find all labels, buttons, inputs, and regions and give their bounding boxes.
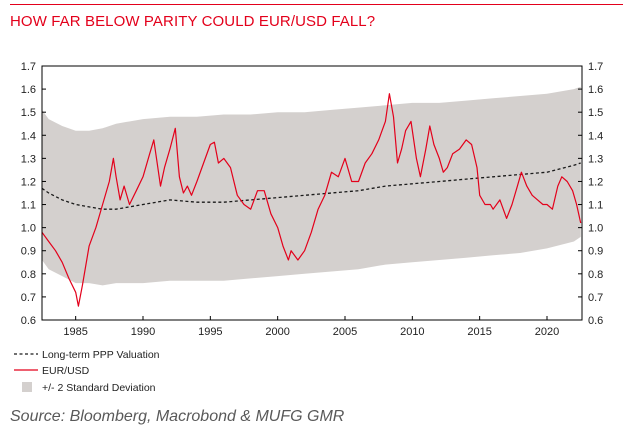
x-tick-label: 2010 [400, 326, 424, 338]
x-tick-label: 1995 [198, 326, 222, 338]
y-tick-label-right: 0.7 [588, 292, 603, 304]
y-tick-label-right: 1.7 [588, 61, 603, 73]
y-tick-label-left: 1.7 [21, 61, 36, 73]
axes: 0.6 0.6 0.7 0.7 0.8 0.8 0.9 0.9 1.0 1.0 1.1 1.1 1.2 1… [21, 61, 604, 338]
legend: Long-term PPP Valuation EUR/USD +/- 2 Stan… [14, 349, 160, 394]
y-tick-label-right: 1.2 [588, 176, 603, 188]
x-tick-label: 2015 [467, 326, 491, 338]
y-tick-label-right: 1.4 [588, 130, 603, 142]
plot-frame [41, 65, 583, 321]
x-tick-label: 1990 [131, 326, 155, 338]
ppp-line [41, 162, 581, 210]
x-tick-label: 2000 [265, 326, 289, 338]
y-tick-label-left: 1.1 [21, 200, 36, 212]
title-rule [10, 4, 623, 5]
std-dev-band [42, 86, 581, 286]
y-tick-label-right: 0.6 [588, 315, 603, 327]
legend-label: EUR/USD [42, 365, 90, 377]
y-tick-label-left: 1.0 [21, 223, 36, 235]
legend-label: +/- 2 Standard Deviation [42, 382, 156, 394]
eurusd-line [41, 93, 582, 307]
chart-title: HOW FAR BELOW PARITY COULD EUR/USD FALL? [10, 13, 376, 30]
y-tick-label-right: 1.5 [588, 107, 603, 119]
source-note: Source: Bloomberg, Macrobond & MUFG GMR [10, 408, 345, 425]
x-tick-label: 1985 [63, 326, 87, 338]
y-tick-label-right: 1.0 [588, 223, 603, 235]
y-tick-label-left: 1.2 [21, 176, 36, 188]
y-tick-label-left: 0.8 [21, 269, 36, 281]
y-tick-label-right: 1.1 [588, 200, 603, 212]
ppp-line-layer [41, 162, 581, 210]
eurusd-line-layer [41, 93, 582, 307]
y-tick-label-left: 0.6 [21, 315, 36, 327]
std-dev-band-layer [42, 86, 581, 286]
y-tick-label-left: 1.3 [21, 153, 36, 165]
legend-swatch-band [22, 382, 32, 392]
y-tick-label-right: 0.8 [588, 269, 603, 281]
y-tick-label-right: 1.6 [588, 84, 603, 96]
eurusd-chart: 0.6 0.6 0.7 0.7 0.8 0.8 0.9 0.9 1.0 1.0 1.1 1.1 1.2 1… [14, 61, 604, 394]
y-tick-label-left: 1.6 [21, 84, 36, 96]
x-tick-label: 2005 [333, 326, 357, 338]
legend-label: Long-term PPP Valuation [42, 349, 160, 361]
y-tick-label-left: 1.5 [21, 107, 36, 119]
y-tick-label-left: 0.7 [21, 292, 36, 304]
x-tick-label: 2020 [535, 326, 559, 338]
y-tick-label-right: 0.9 [588, 246, 603, 258]
y-tick-label-left: 0.9 [21, 246, 36, 258]
y-tick-label-left: 1.4 [21, 130, 36, 142]
y-tick-label-right: 1.3 [588, 153, 603, 165]
